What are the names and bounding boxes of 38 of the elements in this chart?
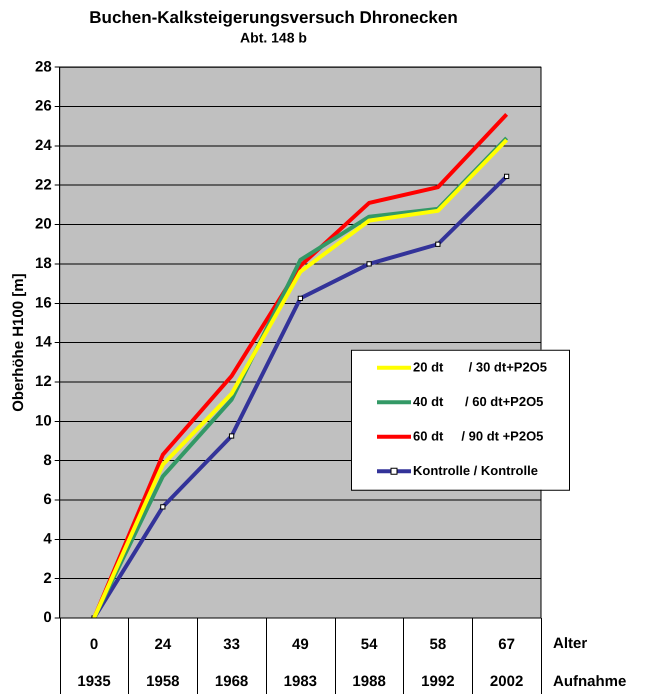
y-tick-label: 20 (34, 216, 52, 233)
x-tick-label: 0 (90, 636, 98, 654)
y-tick-label: 8 (43, 452, 52, 469)
x-tick-label: 67 (498, 636, 515, 654)
y-tick-label: 6 (43, 491, 52, 508)
y-tick-label: 0 (43, 609, 52, 626)
y-tick-label: 10 (34, 412, 52, 430)
text: 1968 (214, 673, 248, 690)
x-axis-title: Alter (553, 635, 588, 652)
x-tick-label: 54 (360, 636, 378, 654)
text: Aufnahme (553, 673, 626, 690)
x-tick-label: 58 (430, 636, 446, 654)
y-tick-label: 12 (34, 373, 52, 390)
y-tick-label: 2 (43, 570, 52, 587)
text: 1992 (421, 673, 455, 690)
x-tick-label: 33 (223, 636, 240, 654)
legend-label: 20 dt / 30 dt+P2O5 (413, 359, 548, 374)
legend-label: 60 dt / 90 dt +P2O5 (413, 428, 544, 444)
y-tick-label: 14 (34, 334, 52, 351)
y-axis-title: Oberhöhe H100 [m] (10, 273, 28, 412)
x-tick-label: 49 (292, 636, 309, 654)
text: 1983 (284, 673, 318, 690)
chart-subtitle: Abt. 148 b (240, 30, 307, 46)
legend-label: 40 dt / 60 dt+P2O5 (413, 394, 544, 409)
text: 1958 (146, 673, 180, 690)
y-tick-label: 18 (34, 255, 52, 272)
chart-title: Buchen-Kalksteigerungsversuch Dhronecken (89, 8, 458, 27)
text: 1988 (352, 673, 386, 690)
y-tick-label: 22 (34, 176, 52, 194)
text: 2002 (490, 673, 524, 690)
y-tick-label: 26 (34, 98, 52, 115)
y-tick-label: 24 (34, 137, 52, 154)
text: 1935 (77, 673, 111, 690)
legend-label: Kontrolle / Kontrolle (413, 462, 538, 478)
y-tick-label: 16 (34, 294, 52, 312)
y-tick-label: 4 (43, 530, 52, 548)
y-tick-label: 28 (34, 58, 52, 76)
x-tick-label: 24 (154, 636, 172, 654)
